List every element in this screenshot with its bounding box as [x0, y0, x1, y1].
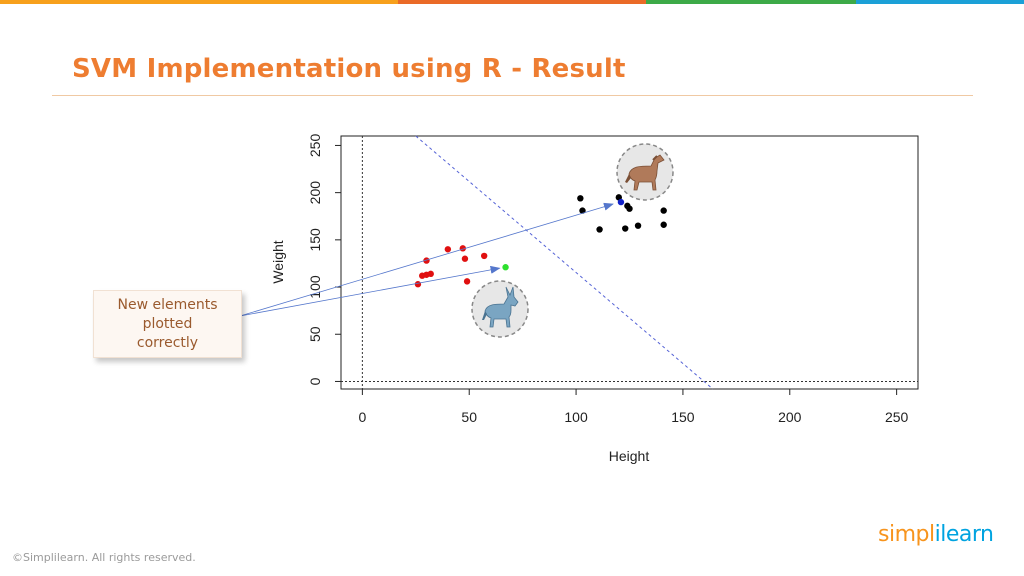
top-bar-segment-red [398, 0, 646, 4]
data-point-black [579, 207, 586, 214]
x-tick-label: 50 [461, 409, 477, 425]
data-point-blue [617, 198, 625, 206]
x-tick-label: 250 [885, 409, 909, 425]
callout-box: New elements plotted correctly [93, 290, 242, 358]
plot-frame [340, 135, 919, 390]
slide-title: SVM Implementation using R - Result [72, 54, 626, 84]
donkey-icon [471, 280, 529, 338]
title-underline [52, 95, 973, 96]
logo-wordmark: simplilearn [878, 522, 994, 547]
y-tick-label: 0 [307, 377, 323, 385]
x-tick-label: 150 [671, 409, 695, 425]
data-point-black [660, 221, 667, 228]
horse-icon [616, 143, 674, 201]
logo-part-2: ilearn [934, 522, 994, 547]
callout-text: New elements plotted correctly [117, 296, 217, 353]
y-tick-label: 200 [307, 181, 323, 205]
data-point-green [502, 264, 509, 271]
data-point-black [577, 195, 584, 202]
y-tick-label: 150 [307, 228, 323, 252]
data-point-black [660, 207, 667, 214]
top-bar-segment-orange [0, 0, 398, 4]
callout-arrows [239, 202, 614, 317]
y-axis-ticks: 0 50 100 150 200 250 [307, 134, 341, 385]
data-point-red [463, 278, 471, 285]
x-axis-label: Height [609, 448, 650, 464]
x-axis-ticks: 0 50 100 150 200 250 [358, 389, 909, 425]
arrow-to-new-green-point [239, 265, 501, 317]
data-point-red [444, 246, 452, 253]
decision-boundary-line [415, 135, 714, 390]
simplilearn-logo: simplilearn [878, 522, 998, 556]
top-color-bar [0, 0, 1024, 4]
top-bar-segment-green [646, 0, 856, 4]
copyright-text: ©Simplilearn. All rights reserved. [12, 551, 196, 564]
data-points [414, 194, 667, 288]
y-axis-label: Weight [270, 240, 286, 283]
x-tick-label: 100 [564, 409, 588, 425]
y-tick-label: 250 [307, 134, 323, 158]
data-point-red [427, 270, 434, 278]
y-tick-label: 50 [307, 326, 323, 342]
data-point-black [634, 222, 642, 229]
callout-line-3: correctly [136, 334, 199, 351]
arrow-to-new-blue-point [239, 202, 614, 317]
y-tick-label: 100 [307, 275, 323, 299]
callout-line-2: plotted [142, 315, 193, 332]
x-tick-label: 200 [778, 409, 802, 425]
logo-part-1: simpl [878, 522, 935, 547]
data-point-black [622, 225, 629, 232]
data-point-black [626, 205, 633, 212]
data-point-red [414, 281, 422, 288]
data-point-red [423, 257, 430, 264]
x-tick-label: 0 [358, 409, 366, 425]
data-point-red [461, 255, 469, 262]
top-bar-segment-blue [856, 0, 1024, 4]
data-point-black [596, 226, 603, 233]
callout-line-1: New elements [117, 296, 218, 313]
data-point-red [480, 252, 488, 260]
